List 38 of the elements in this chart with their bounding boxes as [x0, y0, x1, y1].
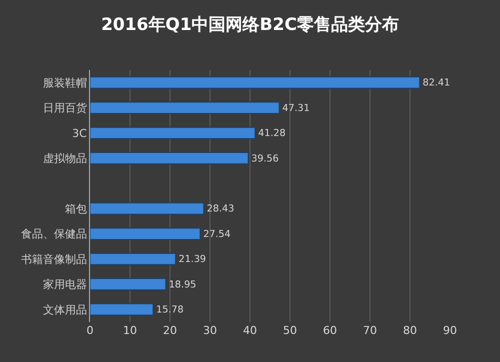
data-label: 39.56	[251, 153, 279, 164]
bar	[90, 152, 249, 164]
data-label: 18.95	[168, 279, 196, 290]
y-tick-label: 3C	[72, 126, 88, 140]
bar	[90, 76, 420, 89]
chart-title: 2016年Q1中国网络B2C零售品类分布	[101, 15, 399, 35]
y-tick-label: 文体用品	[42, 303, 87, 316]
bar	[90, 252, 176, 266]
y-tick-label: 虚拟物品	[42, 152, 87, 166]
x-tick-label: 70	[363, 324, 377, 337]
data-label: 27.54	[203, 228, 231, 240]
x-tick-label: 50	[283, 324, 297, 337]
x-tick-label: 40	[243, 324, 257, 337]
x-tick-label: 90	[443, 324, 457, 337]
x-tick-label: 80	[403, 324, 417, 337]
bar	[90, 202, 204, 215]
y-tick-label: 家用电器	[42, 278, 87, 292]
y-tick-label: 箱包	[64, 202, 87, 216]
y-tick-label: 食品、保健品	[20, 228, 87, 241]
data-label: 21.39	[178, 254, 206, 266]
bar	[90, 102, 280, 114]
x-tick-label: 60	[323, 324, 337, 337]
data-label: 41.28	[258, 128, 286, 140]
x-tick-label: 20	[163, 324, 177, 337]
bar	[90, 126, 256, 140]
x-tick-label: 0	[86, 324, 94, 337]
y-tick-label: 日用百货	[42, 102, 87, 115]
y-tick-label: 书籍音像制品	[20, 252, 87, 266]
data-label: 28.43	[206, 204, 234, 215]
bar	[90, 228, 201, 240]
x-tick-label: 30	[203, 324, 217, 337]
data-label: 82.41	[422, 78, 450, 89]
bar	[90, 278, 166, 290]
data-label: 47.31	[282, 102, 310, 114]
x-tick-label: 10	[123, 324, 137, 337]
y-tick-label: 服装鞋帽	[42, 76, 87, 90]
data-label: 15.78	[156, 304, 184, 316]
bar	[90, 303, 154, 316]
